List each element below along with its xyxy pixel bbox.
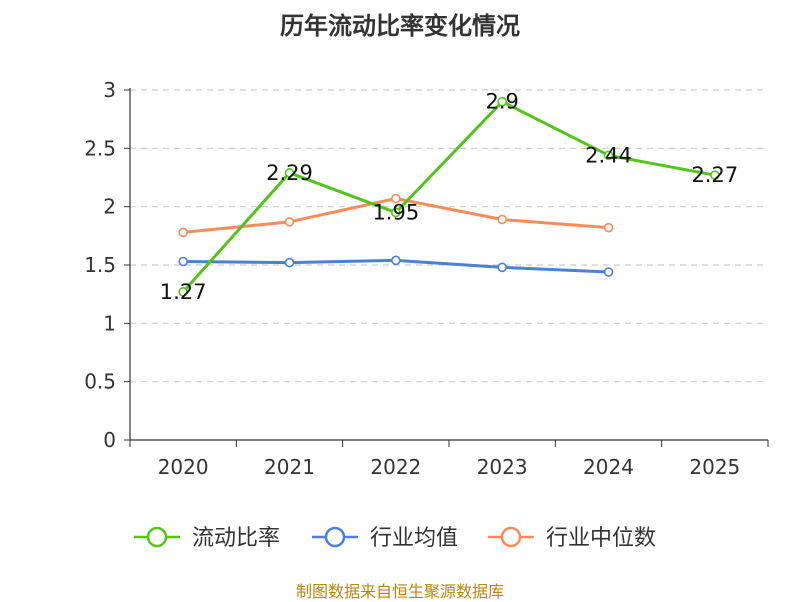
data-label-2022: 1.95 (372, 201, 419, 225)
x-tick-label-2022: 2022 (370, 455, 421, 479)
data-label-2024: 2.44 (585, 143, 632, 167)
series-0-point-2020 (178, 287, 188, 297)
data-label-2021: 2.29 (266, 161, 313, 185)
series-1-point-2022 (391, 255, 401, 266)
series-0-point-2021 (284, 168, 295, 178)
y-tick-label-6: 3 (103, 78, 116, 102)
series-2-point-2024 (603, 222, 614, 233)
series-1-point-2020 (178, 256, 188, 267)
legend-label-2: 行业中位数 (546, 526, 656, 551)
x-tick-label-2024: 2024 (583, 455, 634, 479)
y-tick-label-1: 0.5 (84, 370, 116, 394)
y-tick-label-0: 0 (103, 428, 116, 452)
legend-label-1: 行业均值 (370, 526, 458, 551)
y-tick-label-4: 2 (103, 195, 116, 219)
x-tick-label-2021: 2021 (264, 455, 315, 479)
legend-label-0: 流动比率 (192, 526, 280, 551)
x-tick-label-2020: 2020 (158, 455, 209, 479)
data-label-2020: 1.27 (160, 280, 207, 304)
series-0-point-2025 (710, 170, 720, 180)
legend-marker-0 (146, 526, 168, 548)
series-0-point-2024 (603, 150, 614, 161)
chart-title: 历年流动比率变化情况 (280, 12, 520, 40)
series-line-0 (182, 100, 716, 293)
series-0-point-2022 (391, 207, 401, 218)
y-tick-label-5: 2.5 (84, 136, 116, 160)
series-1-point-2024 (603, 267, 614, 277)
legend-marker-2 (500, 526, 522, 548)
series-1-point-2021 (284, 257, 295, 268)
y-tick-label-3: 1.5 (84, 253, 116, 277)
x-tick-label-2023: 2023 (477, 455, 528, 479)
source-note: 制图数据来自恒生聚源数据库 (295, 582, 504, 601)
y-tick-label-2: 1 (103, 311, 116, 335)
series-1-point-2023 (497, 262, 507, 273)
x-tick-label-2025: 2025 (689, 455, 740, 479)
data-label-2025: 2.27 (691, 163, 738, 187)
series-2-point-2023 (497, 214, 507, 225)
series-2-point-2022 (391, 193, 401, 204)
series-2-point-2021 (284, 217, 295, 227)
data-label-2023: 2.9 (485, 90, 518, 114)
legend-marker-1 (324, 526, 346, 548)
series-2-point-2020 (178, 227, 188, 238)
series-0-point-2023 (497, 96, 507, 107)
